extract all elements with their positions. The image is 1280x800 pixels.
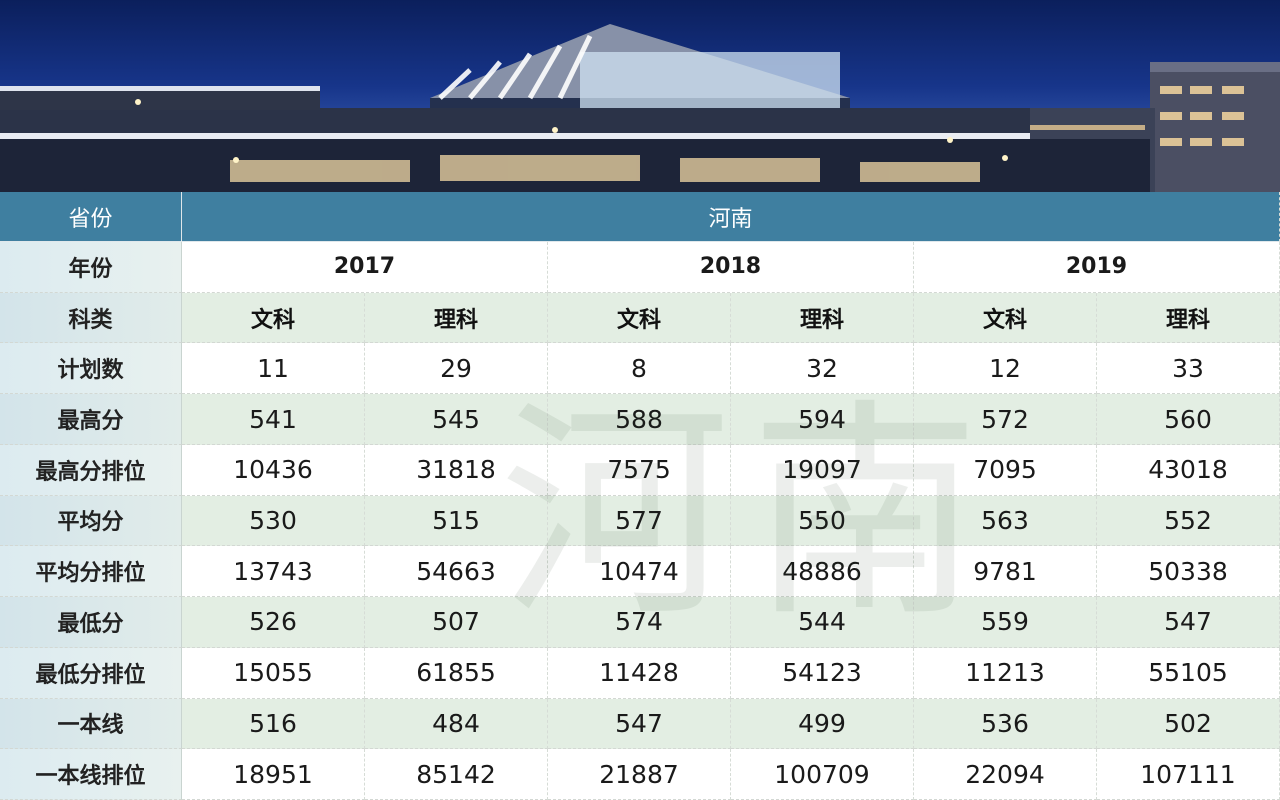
table-cell: 48886 bbox=[731, 546, 914, 598]
table-cell: 54663 bbox=[365, 546, 548, 598]
table-cell: 61855 bbox=[365, 647, 548, 699]
admission-score-table: 省份 河南 年份 2017 2018 2019 科类 文科 理科 文科 理科 文… bbox=[0, 192, 1280, 800]
table-cell: 544 bbox=[731, 597, 914, 648]
table-cell: 21887 bbox=[548, 749, 731, 800]
table-cell: 11 bbox=[182, 343, 365, 395]
table-cell: 588 bbox=[548, 394, 731, 445]
table-cell: 43018 bbox=[1097, 444, 1280, 496]
table-cell: 85142 bbox=[365, 749, 548, 800]
table-cell: 547 bbox=[1097, 597, 1280, 648]
subject-cell: 文科 bbox=[182, 292, 365, 344]
table-cell: 526 bbox=[182, 597, 365, 648]
row-label: 计划数 bbox=[0, 343, 182, 395]
table-cell: 530 bbox=[182, 495, 365, 547]
year-2019: 2019 bbox=[914, 242, 1280, 293]
table-cell: 54123 bbox=[731, 647, 914, 699]
row-label: 平均分排位 bbox=[0, 546, 182, 598]
table-cell: 31818 bbox=[365, 444, 548, 496]
table-cell: 7095 bbox=[914, 444, 1097, 496]
table-cell: 29 bbox=[365, 343, 548, 395]
table-cell: 550 bbox=[731, 495, 914, 547]
subject-cell: 理科 bbox=[731, 292, 914, 344]
table-cell: 15055 bbox=[182, 647, 365, 699]
header-province-label: 省份 bbox=[0, 192, 182, 242]
table-cell: 559 bbox=[914, 597, 1097, 648]
table-cell: 515 bbox=[365, 495, 548, 547]
table-cell: 33 bbox=[1097, 343, 1280, 395]
table-cell: 594 bbox=[731, 394, 914, 445]
campus-banner-image bbox=[0, 0, 1280, 192]
table-cell: 10474 bbox=[548, 546, 731, 598]
year-2017: 2017 bbox=[182, 242, 548, 293]
table-cell: 107111 bbox=[1097, 749, 1280, 800]
subject-cell: 理科 bbox=[1097, 292, 1280, 344]
table-cell: 552 bbox=[1097, 495, 1280, 547]
table-cell: 502 bbox=[1097, 698, 1280, 750]
table-cell: 7575 bbox=[548, 444, 731, 496]
table-cell: 13743 bbox=[182, 546, 365, 598]
subject-cell: 理科 bbox=[365, 292, 548, 344]
campus-building-illustration bbox=[0, 24, 1280, 192]
row-label: 最高分排位 bbox=[0, 444, 182, 496]
row-label: 最低分排位 bbox=[0, 647, 182, 699]
table-cell: 50338 bbox=[1097, 546, 1280, 598]
table-cell: 516 bbox=[182, 698, 365, 750]
table-cell: 572 bbox=[914, 394, 1097, 445]
table-cell: 484 bbox=[365, 698, 548, 750]
row-label: 最高分 bbox=[0, 394, 182, 445]
row-label-subject: 科类 bbox=[0, 292, 182, 344]
table-cell: 560 bbox=[1097, 394, 1280, 445]
table-cell: 18951 bbox=[182, 749, 365, 800]
row-label-year: 年份 bbox=[0, 242, 182, 293]
table-cell: 563 bbox=[914, 495, 1097, 547]
table-cell: 19097 bbox=[731, 444, 914, 496]
row-label: 一本线排位 bbox=[0, 749, 182, 800]
table-cell: 499 bbox=[731, 698, 914, 750]
table-cell: 547 bbox=[548, 698, 731, 750]
table-cell: 22094 bbox=[914, 749, 1097, 800]
table-cell: 545 bbox=[365, 394, 548, 445]
table-cell: 100709 bbox=[731, 749, 914, 800]
header-province-value: 河南 bbox=[182, 192, 1280, 242]
table-cell: 11213 bbox=[914, 647, 1097, 699]
subject-cell: 文科 bbox=[548, 292, 731, 344]
table-cell: 10436 bbox=[182, 444, 365, 496]
row-label: 一本线 bbox=[0, 698, 182, 750]
table-cell: 577 bbox=[548, 495, 731, 547]
table-cell: 9781 bbox=[914, 546, 1097, 598]
table-cell: 11428 bbox=[548, 647, 731, 699]
row-label: 平均分 bbox=[0, 495, 182, 547]
table-cell: 536 bbox=[914, 698, 1097, 750]
table-cell: 12 bbox=[914, 343, 1097, 395]
table-cell: 32 bbox=[731, 343, 914, 395]
table-cell: 55105 bbox=[1097, 647, 1280, 699]
row-label: 最低分 bbox=[0, 597, 182, 648]
table-cell: 8 bbox=[548, 343, 731, 395]
table-cell: 507 bbox=[365, 597, 548, 648]
table-cell: 574 bbox=[548, 597, 731, 648]
subject-cell: 文科 bbox=[914, 292, 1097, 344]
year-2018: 2018 bbox=[548, 242, 914, 293]
table-cell: 541 bbox=[182, 394, 365, 445]
